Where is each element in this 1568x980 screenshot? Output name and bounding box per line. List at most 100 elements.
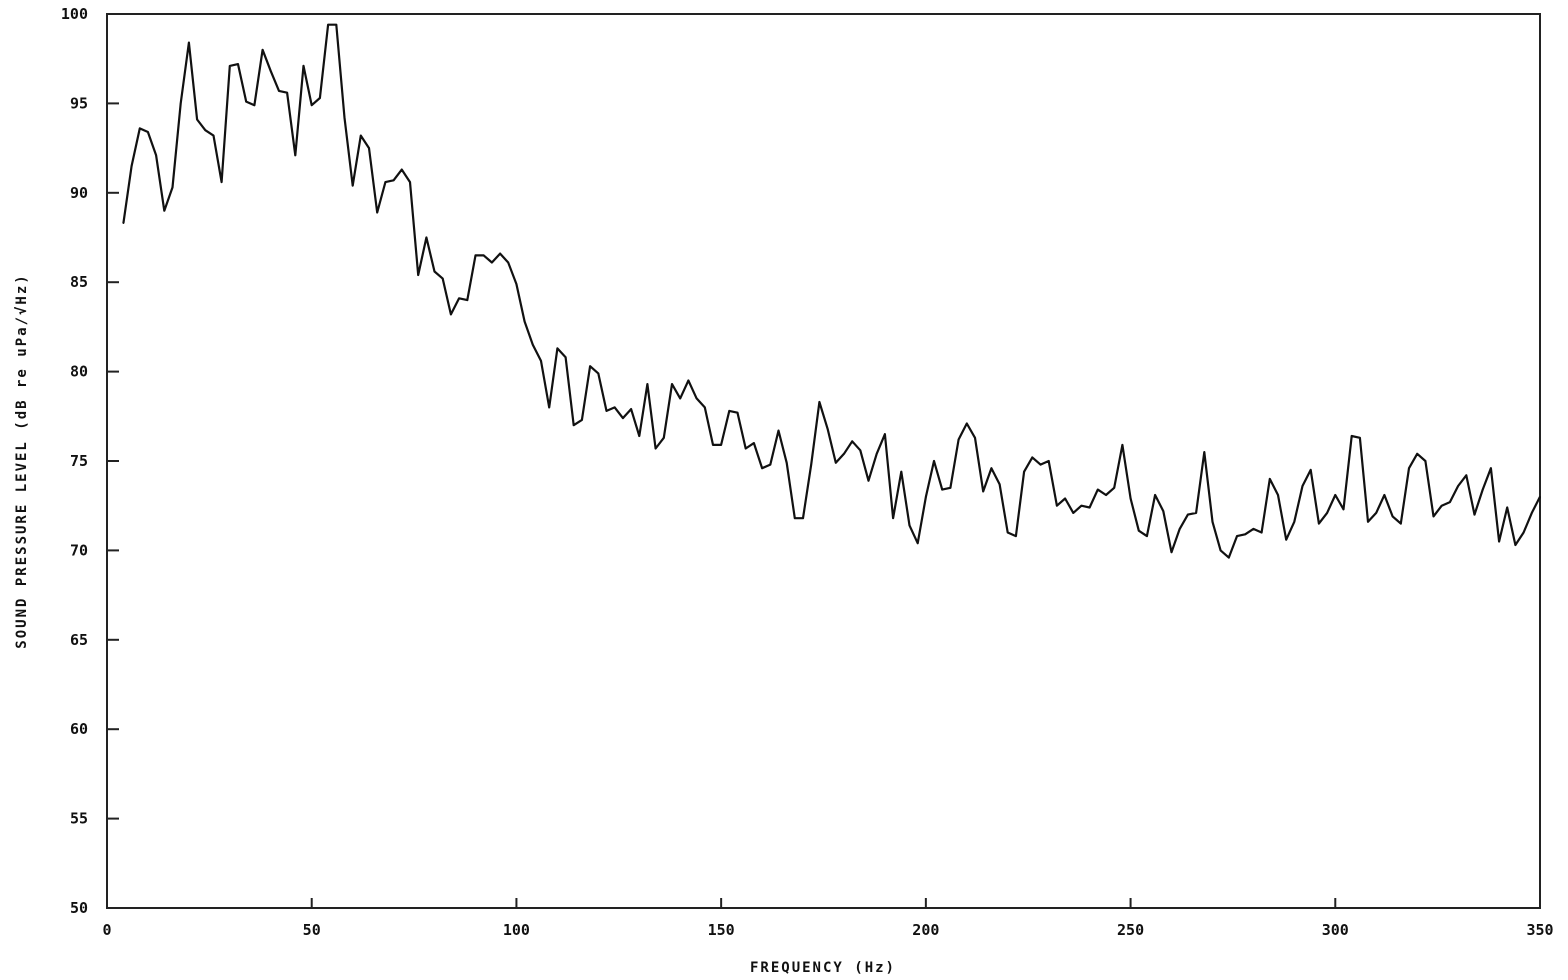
data-point xyxy=(974,437,976,439)
data-point xyxy=(761,467,763,470)
data-point xyxy=(1228,556,1230,559)
data-point xyxy=(769,463,772,466)
data-point xyxy=(286,91,288,94)
data-point xyxy=(679,397,681,400)
data-point xyxy=(1203,451,1206,453)
data-point xyxy=(351,184,354,187)
data-point xyxy=(1260,531,1263,534)
data-point xyxy=(1031,456,1034,459)
data-point xyxy=(1015,535,1017,537)
data-point xyxy=(188,41,190,44)
data-point xyxy=(646,383,649,385)
data-point xyxy=(1416,453,1418,455)
data-point xyxy=(1457,485,1459,487)
data-point xyxy=(1195,512,1197,514)
data-point xyxy=(1400,522,1402,525)
data-point xyxy=(1023,470,1025,473)
y-tick-label: 65 xyxy=(70,631,88,649)
data-point xyxy=(441,277,444,280)
data-point xyxy=(1481,488,1484,491)
data-point xyxy=(482,254,485,257)
data-point xyxy=(1178,528,1181,530)
data-point xyxy=(212,134,215,137)
data-point xyxy=(597,372,600,375)
data-point xyxy=(499,252,501,255)
data-point xyxy=(908,524,911,527)
x-tick-label: 250 xyxy=(1117,921,1144,939)
data-point xyxy=(515,283,518,285)
data-point xyxy=(1440,504,1443,507)
data-point xyxy=(1318,522,1320,525)
data-point xyxy=(605,410,608,412)
data-point xyxy=(1080,504,1083,507)
y-tick-label: 90 xyxy=(70,184,88,202)
data-point xyxy=(327,23,329,26)
data-point xyxy=(507,261,510,264)
data-point xyxy=(867,479,870,482)
data-point xyxy=(450,313,452,316)
data-point xyxy=(1154,494,1156,496)
data-point xyxy=(916,542,919,544)
data-point xyxy=(1473,513,1476,516)
x-tick-label: 200 xyxy=(912,921,939,939)
y-tick-label: 60 xyxy=(70,720,88,738)
data-point xyxy=(818,401,821,403)
data-point xyxy=(1162,510,1165,512)
data-point xyxy=(204,129,207,131)
data-point xyxy=(1121,444,1124,446)
data-point xyxy=(147,131,149,133)
data-point xyxy=(474,254,477,257)
data-point xyxy=(343,116,346,119)
data-point xyxy=(384,181,387,183)
data-point xyxy=(1113,487,1115,489)
data-point xyxy=(900,470,903,473)
data-point xyxy=(736,411,739,414)
data-point xyxy=(1309,469,1312,471)
data-point xyxy=(556,347,559,350)
x-axis-title: FREQUENCY (Hz) xyxy=(750,960,896,976)
data-point xyxy=(392,179,395,182)
data-point xyxy=(1531,512,1533,514)
data-point xyxy=(163,209,166,212)
data-point xyxy=(695,397,698,400)
data-point xyxy=(1219,549,1222,552)
data-point xyxy=(671,383,673,385)
x-tick-label: 0 xyxy=(102,921,111,939)
data-point xyxy=(794,517,796,519)
data-point xyxy=(949,487,952,489)
data-point xyxy=(425,236,428,239)
data-point xyxy=(622,417,624,419)
data-point xyxy=(925,496,927,498)
data-point xyxy=(1391,515,1394,518)
data-point xyxy=(196,118,198,121)
data-point xyxy=(744,447,747,450)
y-tick-label: 70 xyxy=(70,541,88,559)
data-point xyxy=(433,270,436,273)
series-line xyxy=(122,23,1541,559)
data-point xyxy=(835,462,837,464)
data-point xyxy=(1129,497,1132,500)
data-point xyxy=(1252,528,1255,530)
data-point xyxy=(990,467,993,470)
data-point xyxy=(294,154,297,157)
data-point xyxy=(1236,535,1238,537)
data-point xyxy=(376,211,379,214)
data-point xyxy=(122,222,125,224)
data-point xyxy=(810,463,812,466)
data-point xyxy=(1006,531,1009,534)
data-point xyxy=(1072,512,1075,514)
plot-frame xyxy=(106,13,1541,909)
data-point xyxy=(1490,467,1492,470)
series-points xyxy=(122,23,1541,559)
data-point xyxy=(179,102,182,105)
data-point xyxy=(785,462,788,464)
data-point xyxy=(875,453,878,455)
y-tick-label: 55 xyxy=(70,810,88,828)
data-point xyxy=(139,127,141,130)
data-point xyxy=(532,344,534,346)
data-point xyxy=(237,63,239,65)
data-point xyxy=(270,70,272,72)
data-point xyxy=(1367,521,1369,523)
data-point xyxy=(1522,531,1525,534)
data-point xyxy=(777,429,780,432)
